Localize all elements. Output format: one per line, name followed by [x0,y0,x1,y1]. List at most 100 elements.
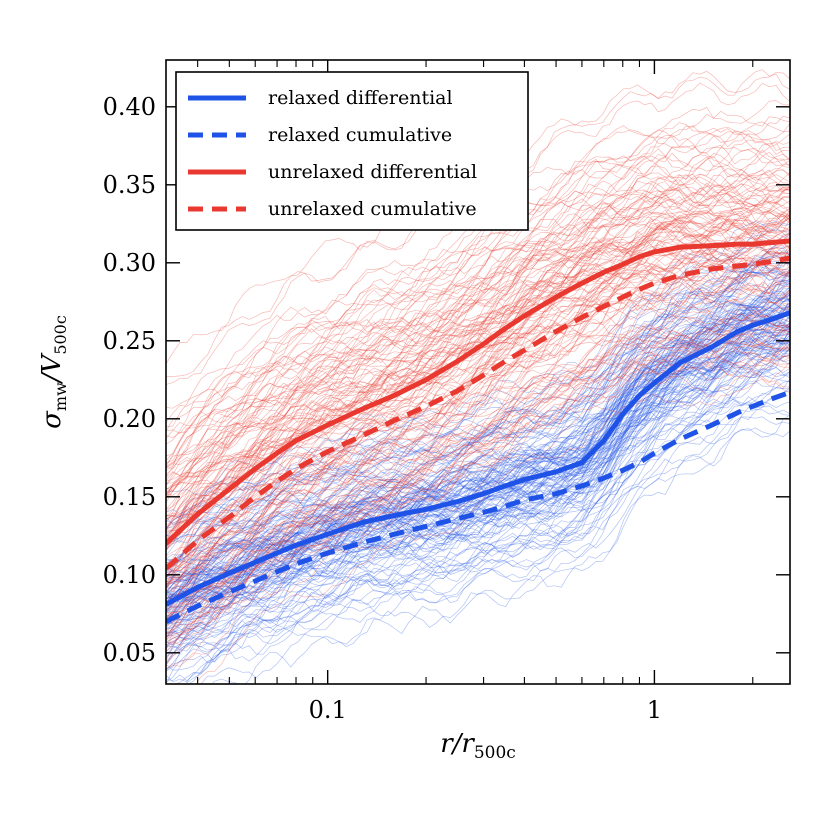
relaxed-profile-line [166,255,790,547]
relaxed-profile-line [166,322,790,619]
relaxed-profile-line [166,246,790,531]
unrelaxed-profile-line [166,222,790,565]
unrelaxed-profile-line [166,350,790,639]
relaxed-profile-line [166,306,790,595]
unrelaxed-profile-line [166,152,790,439]
unrelaxed-profile-line [166,254,790,589]
y-tick-label: 0.05 [103,639,156,667]
relaxed-profile-line [166,378,790,666]
relaxed-profile-line [166,335,790,625]
relaxed-profile-line [166,340,790,634]
y-axis-label: σmw/V500c [37,315,70,429]
relaxed-differential-line [166,310,790,607]
relaxed-profile-line [166,235,790,520]
unrelaxed-profile-line [166,130,790,439]
unrelaxed-profile-line [166,219,790,520]
relaxed-profile-line [166,280,790,589]
relaxed-profile-line [166,380,790,652]
relaxed-profile-line [166,263,790,544]
relaxed-profile-line [166,308,790,601]
relaxed-profile-line [166,332,790,649]
unrelaxed-profile-line [166,288,790,591]
relaxed-profile-line [166,343,790,626]
y-tick-label: 0.25 [103,327,156,355]
unrelaxed-profile-line [166,313,790,618]
relaxed-profile-line [166,232,790,543]
unrelaxed-profile-line [166,174,790,496]
relaxed-profile-line [211,414,790,684]
unrelaxed-profile-line [166,199,790,528]
relaxed-profile-line [166,328,790,643]
relaxed-profile-line [166,233,790,550]
relaxed-profile-line [166,289,790,597]
relaxed-profile-line [166,321,790,603]
relaxed-profile-line [166,280,790,599]
relaxed-profile-line [166,371,790,671]
legend-label: unrelaxed differential [268,161,477,183]
unrelaxed-profile-line [166,139,790,478]
unrelaxed-profile-line [166,151,790,466]
unrelaxed-profile-line [166,213,790,538]
unrelaxed-profile-line [166,227,790,550]
relaxed-profile-line [166,306,790,611]
relaxed-profile-line [166,342,790,638]
relaxed-profile-line [166,372,790,656]
unrelaxed-profile-line [166,245,790,583]
y-tick-label: 0.10 [103,561,156,589]
unrelaxed-profile-line [166,210,790,517]
relaxed-profile-line [166,277,790,582]
unrelaxed-profile-line [166,215,790,539]
relaxed-profile-line [166,337,790,658]
relaxed-profile-line [166,289,790,566]
relaxed-profile-line [166,305,790,608]
relaxed-profile-line [166,271,790,578]
unrelaxed-profile-line [166,282,790,590]
unrelaxed-profile-line [166,318,790,605]
relaxed-profile-line [166,267,790,595]
relaxed-profile-line [166,221,790,529]
unrelaxed-profile-line [166,211,790,524]
unrelaxed-profile-line [166,272,790,583]
relaxed-profile-line [166,296,790,596]
relaxed-profile-line [166,313,790,630]
relaxed-profile-line [166,390,790,671]
unrelaxed-profile-line [166,206,790,529]
unrelaxed-profile-line [166,220,790,518]
relaxed-profile-line [166,291,790,620]
unrelaxed-profile-line [166,181,790,478]
unrelaxed-profile-line [166,122,790,434]
unrelaxed-profile-line [166,212,790,519]
unrelaxed-profile-line [166,246,790,546]
unrelaxed-profile-line [166,244,790,533]
unrelaxed-profile-line [166,218,790,510]
unrelaxed-profile-line [166,195,790,510]
relaxed-profile-line [166,354,790,684]
relaxed-profile-line [166,330,790,647]
unrelaxed-profile-line [166,320,790,621]
unrelaxed-profile-line [166,292,790,606]
unrelaxed-profile-line [166,182,790,499]
relaxed-profile-line [166,279,790,581]
relaxed-profile-line [166,294,790,603]
median-curves [166,238,790,624]
relaxed-profile-line [188,405,790,684]
relaxed-profile-line [166,386,790,649]
unrelaxed-profile-line [166,115,790,457]
unrelaxed-profile-line [166,257,790,588]
relaxed-profile-line [166,249,790,563]
unrelaxed-profile-line [166,147,790,462]
relaxed-profile-line [166,283,790,564]
relaxed-profile-line [166,348,790,659]
unrelaxed-profile-line [195,378,790,684]
relaxed-profile-line [166,348,790,620]
relaxed-profile-line [166,254,790,529]
relaxed-profile-line [166,294,790,612]
unrelaxed-profile-line [166,169,790,467]
unrelaxed-profile-line [166,245,790,579]
relaxed-profile-line [166,347,790,636]
relaxed-profile-line [166,286,790,605]
unrelaxed-profile-line [166,168,790,485]
relaxed-profile-line [166,351,790,647]
relaxed-profile-line [166,328,790,612]
unrelaxed-profile-line [166,327,790,622]
